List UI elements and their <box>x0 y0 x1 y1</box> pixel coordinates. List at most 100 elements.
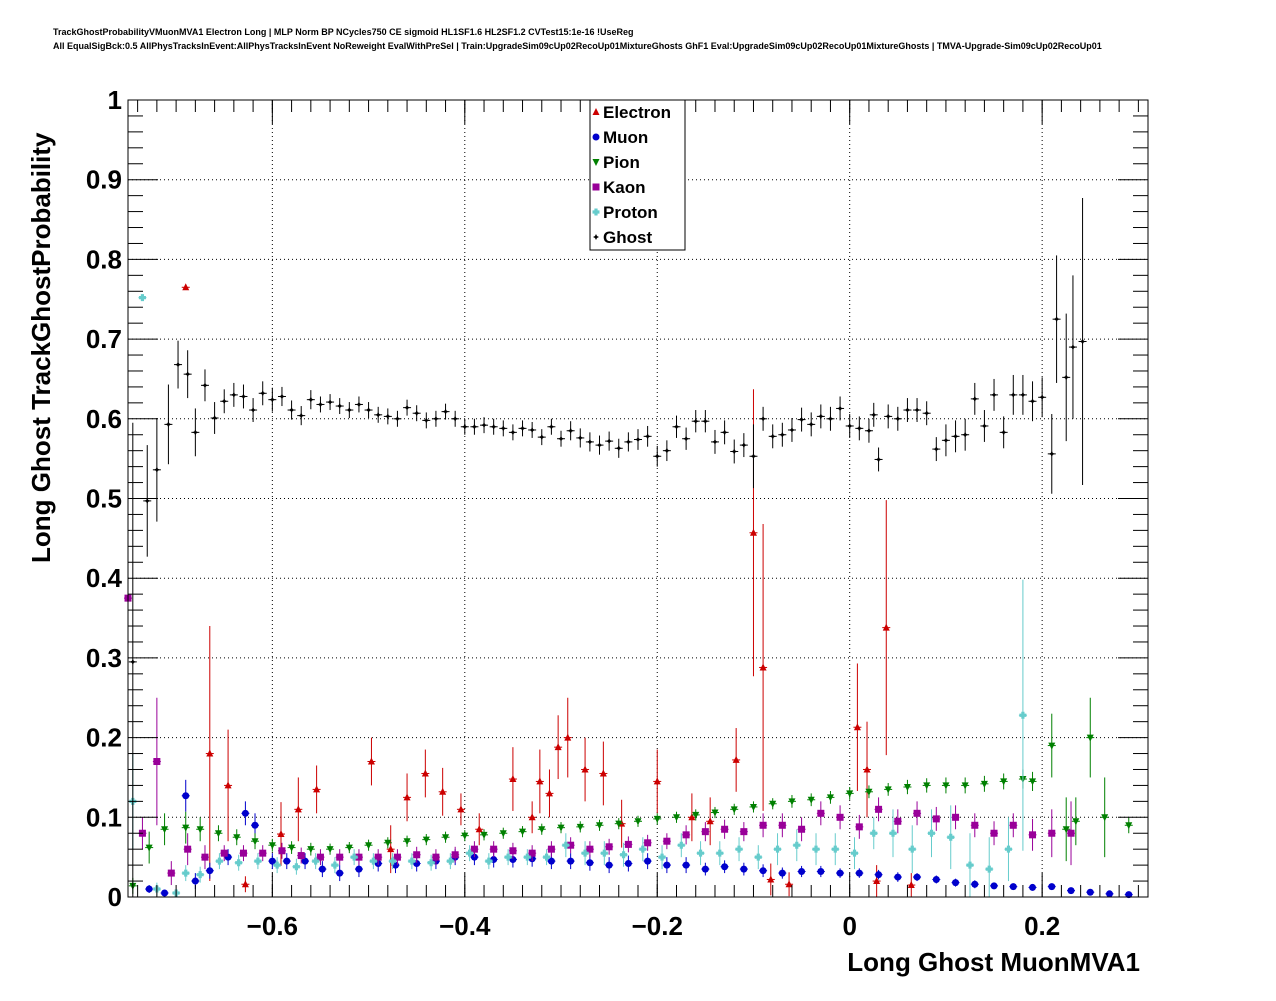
proton-point <box>427 859 435 867</box>
pion-point <box>711 809 719 817</box>
pion-point <box>384 839 392 847</box>
y-tick-label: 0.8 <box>86 244 122 274</box>
muon-point <box>1029 883 1037 891</box>
x-tick-label: 0 <box>842 911 856 941</box>
muon-point <box>567 857 575 865</box>
x-tick-label: 0.2 <box>1024 911 1060 941</box>
proton-point <box>235 859 243 867</box>
muon-point <box>1125 891 1133 899</box>
electron-point <box>277 830 285 838</box>
muon-point <box>932 875 940 883</box>
legend-marker-pion <box>592 159 600 166</box>
pion-point <box>596 822 604 830</box>
ghost-point <box>317 401 324 408</box>
proton-point <box>504 853 512 861</box>
proton-point <box>658 853 666 861</box>
ghost-point <box>654 453 661 460</box>
muon-point <box>1086 888 1094 896</box>
kaon-point <box>432 853 440 861</box>
proton-point <box>947 833 955 841</box>
y-axis-label: Long Ghost TrackGhostProbability <box>26 132 56 563</box>
muon-point <box>855 869 863 877</box>
ghost-point <box>1079 338 1086 345</box>
kaon-point <box>624 840 632 848</box>
proton-point <box>446 857 454 865</box>
pion-point <box>1000 778 1008 786</box>
ghost-point <box>586 438 593 445</box>
muon-point <box>547 857 555 865</box>
x-tick-label: −0.4 <box>439 911 491 941</box>
pion-point <box>788 798 796 806</box>
kaon-point <box>663 837 671 845</box>
kaon-point <box>817 809 825 817</box>
proton-point <box>350 853 358 861</box>
ghost-point <box>211 415 218 422</box>
ghost-point <box>269 396 276 403</box>
pion-point <box>557 824 565 832</box>
ghost-point <box>355 401 362 408</box>
electron-point <box>554 743 562 751</box>
electron-point <box>564 733 572 741</box>
electron-point <box>581 765 589 773</box>
ghost-point <box>432 415 439 422</box>
kaon-point <box>201 853 209 861</box>
y-tick-label: 0.7 <box>86 324 122 354</box>
legend-box <box>589 99 686 251</box>
muon-point <box>740 865 748 873</box>
proton-point <box>985 865 993 873</box>
x-tick-label: −0.2 <box>632 911 683 941</box>
ghost-point <box>827 415 834 422</box>
kaon-point <box>239 849 247 857</box>
ghost-point <box>307 396 314 403</box>
kaon-point <box>644 839 652 847</box>
ghost-point <box>558 435 565 442</box>
ghost-point <box>250 407 257 414</box>
legend-marker-muon <box>592 133 600 141</box>
electron-point <box>182 283 190 291</box>
kaon-point <box>1067 829 1075 837</box>
electron-point <box>749 528 757 536</box>
proton-point <box>523 853 531 861</box>
ghost-point <box>298 412 305 419</box>
ghost-point <box>1069 344 1076 351</box>
kaon-point <box>547 845 555 853</box>
muon-point <box>644 857 652 865</box>
ghost-point <box>837 405 844 412</box>
x-axis-label: Long Ghost MuonMVA1 <box>847 947 1140 977</box>
proton-point <box>312 857 320 865</box>
pion-point <box>692 811 700 819</box>
y-tick-label: 1 <box>108 85 122 115</box>
kaon-point <box>855 823 863 831</box>
pion-point <box>442 834 450 842</box>
pion-point <box>233 834 241 842</box>
ghost-point <box>625 438 632 445</box>
muon-point <box>161 889 169 897</box>
muon-point <box>182 792 190 800</box>
ghost-point <box>952 433 959 440</box>
electron-point <box>439 787 447 795</box>
muon-point <box>318 865 326 873</box>
ghost-point <box>923 410 930 417</box>
ghost-point <box>471 423 478 430</box>
muon-point <box>206 867 214 875</box>
pion-point <box>480 831 488 839</box>
pion-point <box>826 794 834 802</box>
ghost-point <box>240 393 247 400</box>
electron-point <box>767 875 775 883</box>
ghost-point <box>760 415 767 422</box>
pion-point <box>846 790 854 798</box>
ghost-point <box>663 447 670 454</box>
muon-point <box>1048 883 1056 891</box>
ghost-point <box>885 413 892 420</box>
ghost-point <box>221 398 228 405</box>
kaon-point <box>451 851 459 859</box>
electron-point <box>206 749 214 757</box>
pion-point <box>161 826 169 834</box>
ghost-point <box>702 418 709 425</box>
muon-point <box>817 867 825 875</box>
ghost-point <box>442 408 449 415</box>
kaon-point <box>220 849 228 857</box>
kaon-point <box>259 849 267 857</box>
y-tick-label: 0.6 <box>86 404 122 434</box>
proton-point <box>889 829 897 837</box>
